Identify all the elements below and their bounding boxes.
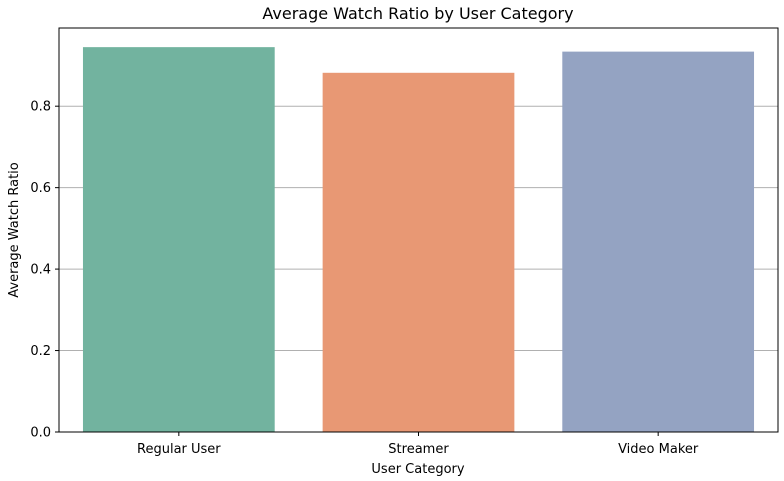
x-tick-label: Streamer [388,442,449,457]
y-axis-ticks: 0.0 0.2 0.4 0.6 0.8 [30,100,59,441]
bar-regular-user [82,47,275,433]
x-tick-label: Regular User [137,442,221,457]
bar-streamer [322,72,515,432]
y-tick-label: 0.6 [30,181,51,196]
x-axis-ticks: Regular User Streamer Video Maker [137,432,699,457]
y-tick-label: 0.8 [30,100,51,115]
y-tick-label: 0.2 [30,344,51,359]
chart-title: Average Watch Ratio by User Category [262,4,573,23]
y-tick-label: 0.0 [30,426,51,441]
x-tick-label: Video Maker [618,442,699,457]
bar-video-maker [562,51,755,432]
y-axis-label: Average Watch Ratio [7,162,22,298]
bars [82,47,755,433]
y-tick-label: 0.4 [30,263,51,278]
x-axis-label: User Category [371,462,464,477]
